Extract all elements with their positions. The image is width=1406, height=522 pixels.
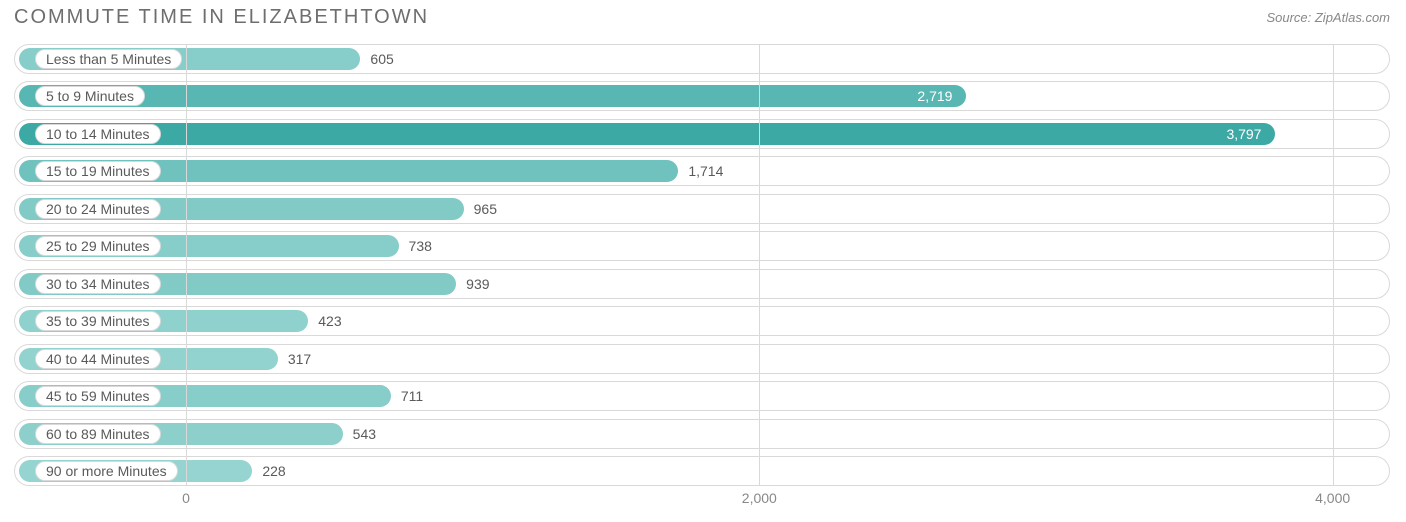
bar-row: 15 to 19 Minutes 1,714 xyxy=(14,156,1390,186)
bar-value-label: 543 xyxy=(353,426,376,442)
chart-source: Source: ZipAtlas.com xyxy=(1266,10,1390,25)
bar-row: 25 to 29 Minutes 738 xyxy=(14,231,1390,261)
plot-area: Less than 5 Minutes 605 5 to 9 Minutes 2,71… xyxy=(14,44,1390,486)
chart-container: COMMUTE TIME IN ELIZABETHTOWN Source: Zi… xyxy=(0,0,1406,522)
bar-category-label: 45 to 59 Minutes xyxy=(35,386,161,406)
chart-title: COMMUTE TIME IN ELIZABETHTOWN xyxy=(14,6,429,29)
bar-row: 35 to 39 Minutes 423 xyxy=(14,306,1390,336)
x-axis-tick: 0 xyxy=(182,490,190,506)
bar-value-label: 605 xyxy=(370,51,393,67)
bar-row: Less than 5 Minutes 605 xyxy=(14,44,1390,74)
bar-row: 5 to 9 Minutes 2,719 xyxy=(14,81,1390,111)
bar-row: 90 or more Minutes 228 xyxy=(14,456,1390,486)
bar-category-label: 60 to 89 Minutes xyxy=(35,424,161,444)
bar-category-label: 40 to 44 Minutes xyxy=(35,349,161,369)
gridline xyxy=(759,44,760,486)
gridline xyxy=(1333,44,1334,486)
bar-value-label: 1,714 xyxy=(688,163,723,179)
bar xyxy=(19,85,966,107)
x-axis: 0 2,000 4,000 xyxy=(14,490,1390,510)
bar-value-label: 711 xyxy=(401,388,423,404)
bar xyxy=(19,123,1275,145)
bar-row: 30 to 34 Minutes 939 xyxy=(14,269,1390,299)
x-axis-tick: 4,000 xyxy=(1315,490,1350,506)
bar-value-label: 965 xyxy=(474,201,497,217)
bar-category-label: 20 to 24 Minutes xyxy=(35,199,161,219)
bar-row: 20 to 24 Minutes 965 xyxy=(14,194,1390,224)
bar-value-label: 738 xyxy=(409,238,432,254)
bar-category-label: 35 to 39 Minutes xyxy=(35,311,161,331)
bar-category-label: 90 or more Minutes xyxy=(35,461,178,481)
bar-category-label: 15 to 19 Minutes xyxy=(35,161,161,181)
bar-row: 45 to 59 Minutes 711 xyxy=(14,381,1390,411)
bar-category-label: Less than 5 Minutes xyxy=(35,49,182,69)
gridline xyxy=(186,44,187,486)
bar-category-label: 10 to 14 Minutes xyxy=(35,124,161,144)
bar-category-label: 25 to 29 Minutes xyxy=(35,236,161,256)
bar-category-label: 5 to 9 Minutes xyxy=(35,86,145,106)
bar-value-label: 2,719 xyxy=(917,88,952,104)
bar-value-label: 3,797 xyxy=(1226,126,1261,142)
bar-value-label: 423 xyxy=(318,313,341,329)
bar-row: 10 to 14 Minutes 3,797 xyxy=(14,119,1390,149)
bar-category-label: 30 to 34 Minutes xyxy=(35,274,161,294)
bar-value-label: 317 xyxy=(288,351,311,367)
x-axis-tick: 2,000 xyxy=(742,490,777,506)
bar-value-label: 228 xyxy=(262,463,285,479)
bar-row: 60 to 89 Minutes 543 xyxy=(14,419,1390,449)
bar-row: 40 to 44 Minutes 317 xyxy=(14,344,1390,374)
bar-rows: Less than 5 Minutes 605 5 to 9 Minutes 2,71… xyxy=(14,44,1390,486)
bar-value-label: 939 xyxy=(466,276,489,292)
